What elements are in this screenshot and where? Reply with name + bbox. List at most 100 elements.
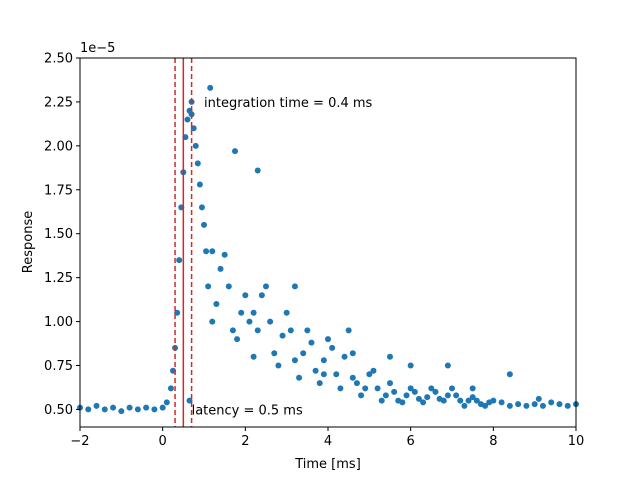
y-tick-label: 1.25	[44, 271, 73, 286]
data-point	[221, 251, 228, 258]
data-point	[424, 394, 431, 401]
data-point	[134, 406, 141, 413]
data-point	[362, 385, 369, 392]
data-point	[213, 301, 220, 307]
data-point	[556, 401, 563, 408]
data-point	[258, 292, 265, 299]
data-point	[209, 248, 216, 255]
y-tick-label: 2.00	[44, 139, 73, 154]
y-tick-label: 0.50	[44, 403, 73, 418]
data-point	[176, 257, 183, 264]
y-axis: 0.50 0.75 1.00 1.25 1.50 1.75 2.00 2.25 2.50	[44, 52, 80, 418]
data-point	[267, 318, 274, 325]
y-tick-label: 1.75	[44, 183, 73, 198]
data-point	[382, 392, 389, 399]
x-tick-label: −2	[70, 434, 89, 449]
data-point	[254, 327, 261, 334]
data-point	[250, 353, 257, 360]
data-point	[209, 318, 216, 325]
data-point	[482, 402, 489, 409]
data-point	[201, 221, 207, 228]
data-point	[523, 402, 530, 409]
data-point	[275, 362, 282, 369]
data-point	[110, 404, 117, 411]
data-point	[304, 327, 311, 334]
data-point	[85, 406, 92, 413]
data-point	[444, 392, 451, 399]
data-point	[353, 380, 360, 387]
y-tick-label: 2.50	[44, 52, 73, 67]
data-point	[548, 399, 555, 406]
data-point	[203, 248, 210, 255]
data-point	[564, 402, 571, 409]
data-point	[407, 385, 414, 392]
data-point	[320, 357, 327, 364]
data-point	[207, 84, 214, 91]
data-point	[316, 380, 323, 387]
data-point	[300, 350, 307, 357]
data-point	[506, 402, 513, 409]
data-point	[192, 142, 199, 149]
data-point	[444, 362, 451, 369]
data-point	[333, 371, 340, 378]
x-axis-label: Time [ms]	[294, 457, 361, 472]
data-point	[232, 148, 238, 155]
data-point	[194, 160, 201, 167]
y-tick-label: 0.75	[44, 359, 73, 374]
data-point	[399, 399, 406, 406]
data-point	[184, 116, 191, 123]
data-points	[77, 84, 579, 415]
x-tick-label: 8	[489, 434, 497, 449]
data-point	[531, 401, 538, 408]
data-point	[196, 181, 203, 188]
data-point	[225, 283, 232, 290]
data-point	[312, 367, 319, 374]
x-axis: −2 0 2 4 6 8 10	[70, 427, 584, 449]
data-point	[469, 394, 476, 401]
data-point	[167, 385, 174, 392]
data-point	[407, 362, 414, 369]
data-point	[337, 385, 344, 392]
data-point	[198, 204, 205, 211]
data-point	[238, 309, 245, 316]
data-point	[420, 399, 427, 406]
data-point	[254, 167, 261, 174]
data-point	[387, 353, 393, 360]
data-point	[320, 371, 327, 378]
x-tick-label: 6	[407, 434, 415, 449]
data-point	[242, 292, 249, 299]
data-point	[387, 380, 393, 387]
data-point	[490, 397, 497, 404]
data-point	[296, 374, 303, 381]
data-point	[535, 395, 542, 402]
data-point	[378, 397, 385, 404]
data-point	[287, 327, 294, 334]
x-tick-label: 4	[324, 434, 332, 449]
data-point	[411, 388, 418, 395]
data-point	[291, 357, 298, 364]
data-point	[374, 385, 381, 392]
data-point	[469, 385, 476, 392]
data-point	[151, 406, 158, 413]
data-point	[279, 332, 286, 339]
data-point	[118, 408, 125, 415]
data-point	[229, 327, 236, 334]
data-point	[308, 339, 315, 346]
x-tick-label: 0	[159, 434, 167, 449]
data-point	[457, 397, 464, 404]
data-point	[217, 265, 224, 272]
marker-lines	[174, 58, 193, 427]
y-tick-label: 2.25	[44, 95, 73, 110]
data-point	[432, 388, 439, 395]
data-point	[539, 402, 546, 409]
annotations: integration time = 0.4 ms latency = 0.5 m…	[192, 96, 373, 418]
annotation-text: latency = 0.5 ms	[192, 403, 303, 418]
annotation-text: integration time = 0.4 ms	[204, 96, 373, 111]
x-tick-label: 2	[241, 434, 249, 449]
data-point	[498, 399, 505, 406]
data-point	[263, 283, 269, 290]
data-point	[358, 392, 365, 399]
data-point	[428, 385, 435, 392]
data-point	[291, 283, 298, 290]
